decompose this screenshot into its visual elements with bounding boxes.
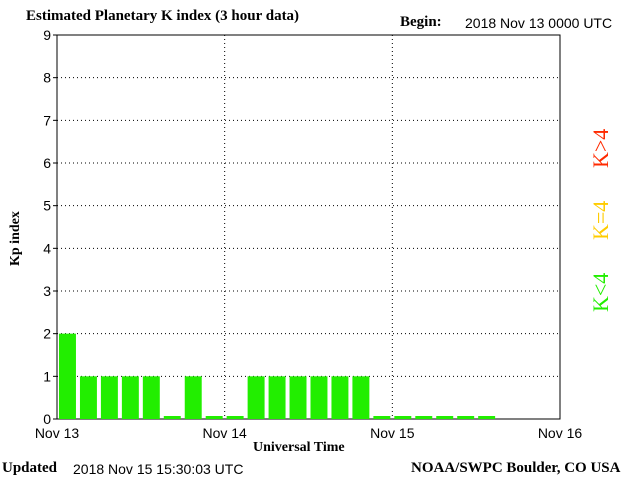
kp-bar xyxy=(100,376,118,419)
plot-area xyxy=(56,34,561,420)
y-tick-label: 3 xyxy=(43,283,51,299)
kp-bar xyxy=(163,416,181,419)
x-tick-label: Nov 15 xyxy=(370,425,415,441)
kp-bar xyxy=(205,416,223,419)
y-axis-label: Kp index xyxy=(8,211,23,266)
kp-bar xyxy=(247,376,265,419)
bars xyxy=(59,333,496,419)
kp-bar xyxy=(59,333,76,419)
y-tick-label: 9 xyxy=(43,27,51,43)
y-tick-label: 4 xyxy=(43,240,51,256)
x-axis-label: Universal Time xyxy=(253,440,345,455)
x-tick-label: Nov 14 xyxy=(202,425,247,441)
grid-lines xyxy=(53,34,560,420)
legend-k-equal-4: K=4 xyxy=(588,200,613,240)
credit-text: NOAA/SWPC Boulder, CO USA xyxy=(411,460,621,476)
begin-label: Begin: xyxy=(400,14,442,30)
kp-bar xyxy=(121,376,139,419)
begin-value: 2018 Nov 13 0000 UTC xyxy=(465,15,613,31)
y-tick-label: 7 xyxy=(43,112,51,128)
y-tick-label: 5 xyxy=(43,198,51,214)
kp-bar xyxy=(415,416,433,419)
y-tick-label: 1 xyxy=(43,368,51,384)
kp-bar xyxy=(394,416,412,419)
kp-bar xyxy=(226,416,244,419)
kp-bar xyxy=(268,376,286,419)
kp-bar xyxy=(352,376,370,419)
tick-labels: 0 1 2 3 4 5 6 7 8 9 Nov 13 Nov 14 Nov 15 Nov 16 xyxy=(35,27,583,441)
kp-bar xyxy=(142,376,160,419)
x-tick-label: Nov 13 xyxy=(35,425,80,441)
x-tick-label: Nov 16 xyxy=(538,425,583,441)
y-tick-label: 2 xyxy=(43,326,51,342)
chart-title: Estimated Planetary K index (3 hour data… xyxy=(26,8,300,24)
kp-bar xyxy=(184,376,202,419)
kp-bar xyxy=(436,416,454,419)
kp-bar xyxy=(457,416,475,419)
updated-value: 2018 Nov 15 15:30:03 UTC xyxy=(73,461,244,477)
kp-bar xyxy=(478,416,496,419)
y-tick-label: 6 xyxy=(43,155,51,171)
kp-bar xyxy=(289,376,307,419)
kp-bar xyxy=(331,376,349,419)
y-tick-label: 8 xyxy=(43,70,51,86)
y-tick-label: 0 xyxy=(43,411,51,427)
updated-label: Updated xyxy=(2,460,58,476)
legend-k-less-4: K<4 xyxy=(588,272,613,312)
kp-bar xyxy=(373,416,391,419)
kp-bar xyxy=(79,376,97,419)
kp-bar xyxy=(310,376,328,419)
legend-k-greater-4: K>4 xyxy=(588,128,613,168)
